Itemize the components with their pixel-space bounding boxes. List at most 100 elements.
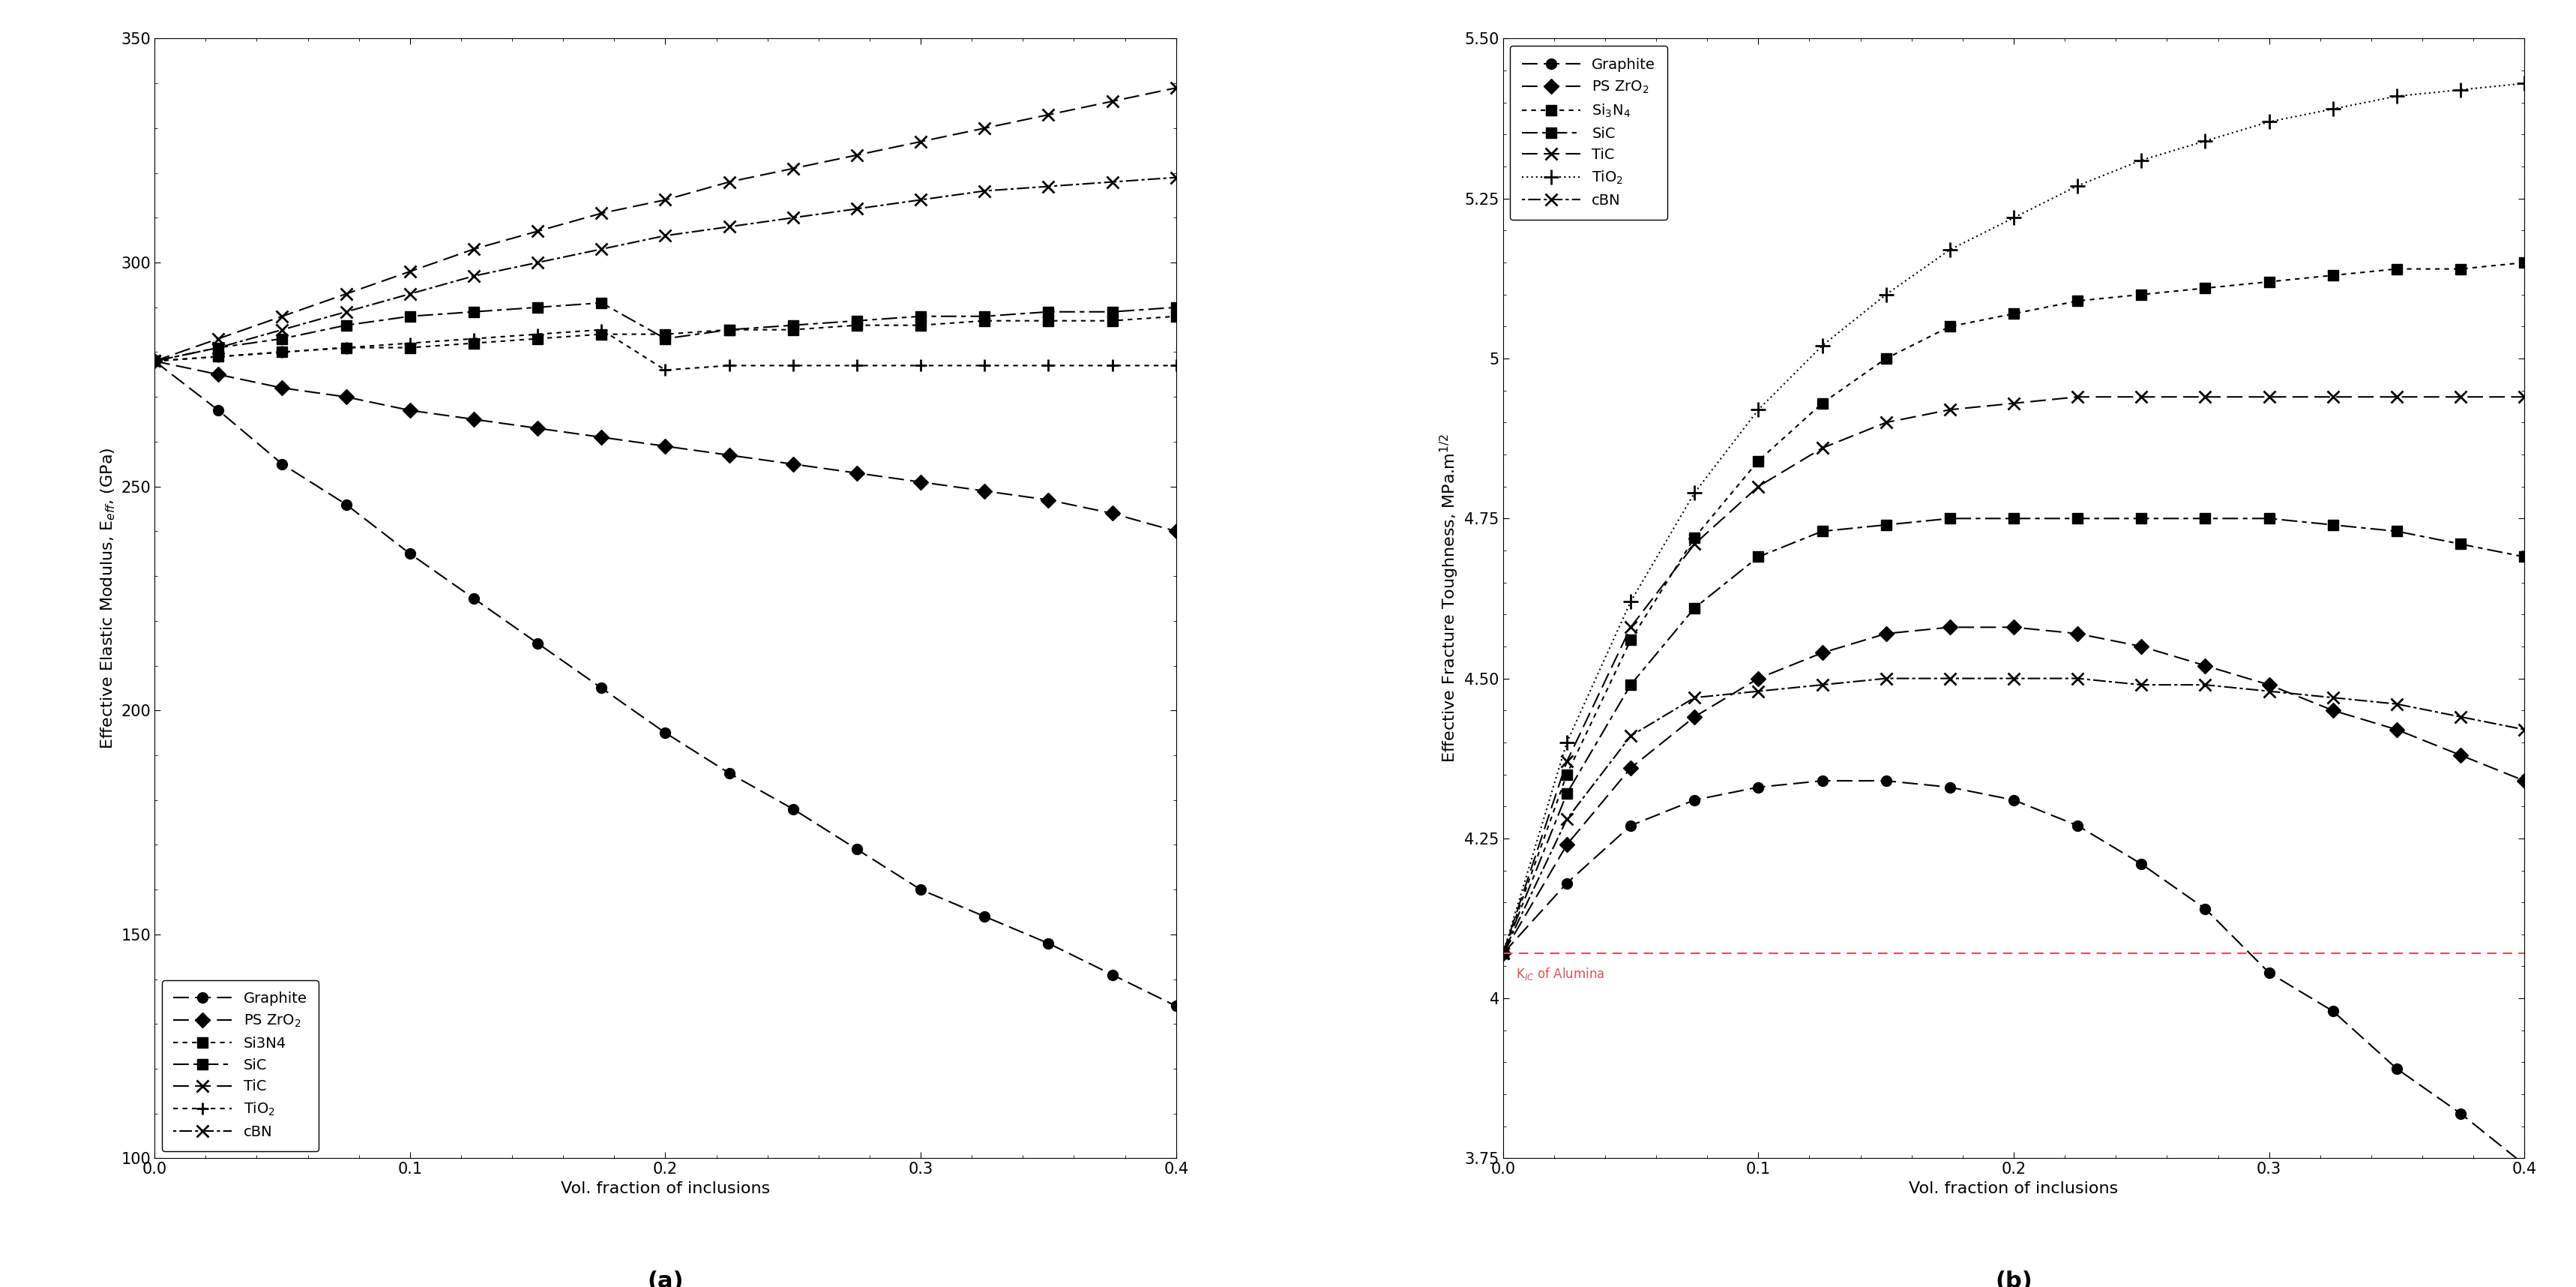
Si$_3$N$_4$ [2509, 255, 2540, 270]
Legend: Graphite, PS ZrO$_2$, Si3N4, SiC, TiC, TiO$_2$, cBN: Graphite, PS ZrO$_2$, Si3N4, SiC, TiC, T… [162, 979, 319, 1151]
PS ZrO$_2$ [394, 403, 425, 418]
Graphite [204, 403, 234, 418]
Si$_3$N$_4$ [2125, 287, 2156, 302]
cBN [969, 183, 999, 198]
TiC [459, 242, 489, 257]
cBN [2509, 722, 2540, 737]
X-axis label: Vol. fraction of inclusions: Vol. fraction of inclusions [562, 1181, 770, 1196]
PS ZrO$_2$ [2063, 625, 2094, 641]
Graphite [523, 636, 554, 651]
Graphite [1870, 773, 1901, 789]
PS ZrO$_2$ [330, 389, 361, 404]
TiO$_2$ [1935, 242, 1965, 257]
TiC [268, 309, 299, 324]
Graphite [2380, 1060, 2411, 1076]
TiO$_2$ [330, 340, 361, 355]
Si$_3$N$_4$ [1870, 351, 1901, 367]
Si$_3$N$_4$ [1486, 946, 1517, 961]
PS ZrO$_2$ [1097, 506, 1128, 521]
Si3N4 [778, 322, 809, 337]
TiC [649, 192, 680, 207]
Line: PS ZrO$_2$: PS ZrO$_2$ [1497, 622, 2530, 959]
TiC [330, 286, 361, 301]
TiC [714, 174, 744, 189]
Y-axis label: Effective Fracture Toughness, MPa.m$^{1/2}$: Effective Fracture Toughness, MPa.m$^{1/… [1437, 434, 1461, 763]
Si3N4 [1097, 313, 1128, 328]
PS ZrO$_2$ [523, 421, 554, 436]
TiO$_2$ [2125, 152, 2156, 167]
cBN [585, 242, 616, 257]
Graphite [2063, 817, 2094, 833]
Si$_3$N$_4$ [1615, 632, 1646, 647]
Si3N4 [268, 345, 299, 360]
TiO$_2$ [394, 336, 425, 351]
Graphite [2190, 901, 2221, 916]
Line: Graphite: Graphite [1497, 776, 2530, 1170]
cBN [459, 268, 489, 283]
TiC [842, 147, 873, 162]
TiO$_2$ [2063, 178, 2094, 193]
TiO$_2$ [649, 363, 680, 378]
TiC [1551, 754, 1582, 770]
cBN [1680, 690, 1710, 705]
SiC [2190, 511, 2221, 526]
Graphite [2125, 856, 2156, 871]
Line: TiO$_2$: TiO$_2$ [149, 323, 1182, 376]
Si3N4 [523, 331, 554, 346]
Graphite [268, 457, 299, 472]
Si3N4 [969, 313, 999, 328]
SiC [204, 340, 234, 355]
PS ZrO$_2$ [969, 483, 999, 498]
Si3N4 [714, 322, 744, 337]
TiC [1097, 94, 1128, 109]
Graphite [904, 882, 935, 897]
Line: cBN: cBN [1497, 672, 2530, 960]
SiC [2125, 511, 2156, 526]
Graphite [842, 842, 873, 857]
TiC [2380, 389, 2411, 404]
SiC [268, 331, 299, 346]
Graphite [1806, 773, 1837, 789]
Graphite [1935, 780, 1965, 795]
cBN [1615, 728, 1646, 744]
Si3N4 [585, 327, 616, 342]
PS ZrO$_2$ [1870, 625, 1901, 641]
cBN [1097, 174, 1128, 189]
Graphite [1999, 793, 2030, 808]
SiC [842, 313, 873, 328]
cBN [1033, 179, 1064, 194]
cBN [139, 354, 170, 369]
cBN [2063, 671, 2094, 686]
TiC [1680, 537, 1710, 552]
cBN [1999, 671, 2030, 686]
PS ZrO$_2$ [1999, 619, 2030, 634]
SiC [2445, 537, 2476, 552]
TiO$_2$ [2380, 89, 2411, 104]
cBN [2190, 677, 2221, 692]
Si$_3$N$_4$ [1999, 306, 2030, 322]
cBN [2125, 677, 2156, 692]
cBN [842, 201, 873, 216]
Line: SiC: SiC [149, 297, 1182, 367]
TiO$_2$ [1806, 338, 1837, 354]
TiC [139, 354, 170, 369]
TiC [585, 206, 616, 221]
SiC [1033, 304, 1064, 319]
Graphite [459, 591, 489, 606]
PS ZrO$_2$ [1806, 645, 1837, 660]
SiC [1551, 786, 1582, 802]
Si3N4 [204, 349, 234, 364]
Graphite [1615, 817, 1646, 833]
Si3N4 [649, 327, 680, 342]
PS ZrO$_2$ [2445, 748, 2476, 763]
TiC [1999, 395, 2030, 411]
Text: (b): (b) [1994, 1270, 2032, 1287]
Si3N4 [1162, 309, 1193, 324]
TiO$_2$ [1870, 287, 1901, 302]
Graphite [649, 725, 680, 740]
TiO$_2$ [714, 358, 744, 373]
TiO$_2$ [1551, 735, 1582, 750]
X-axis label: Vol. fraction of inclusions: Vol. fraction of inclusions [1909, 1181, 2117, 1196]
Graphite [2254, 965, 2285, 981]
TiO$_2$ [2190, 134, 2221, 149]
